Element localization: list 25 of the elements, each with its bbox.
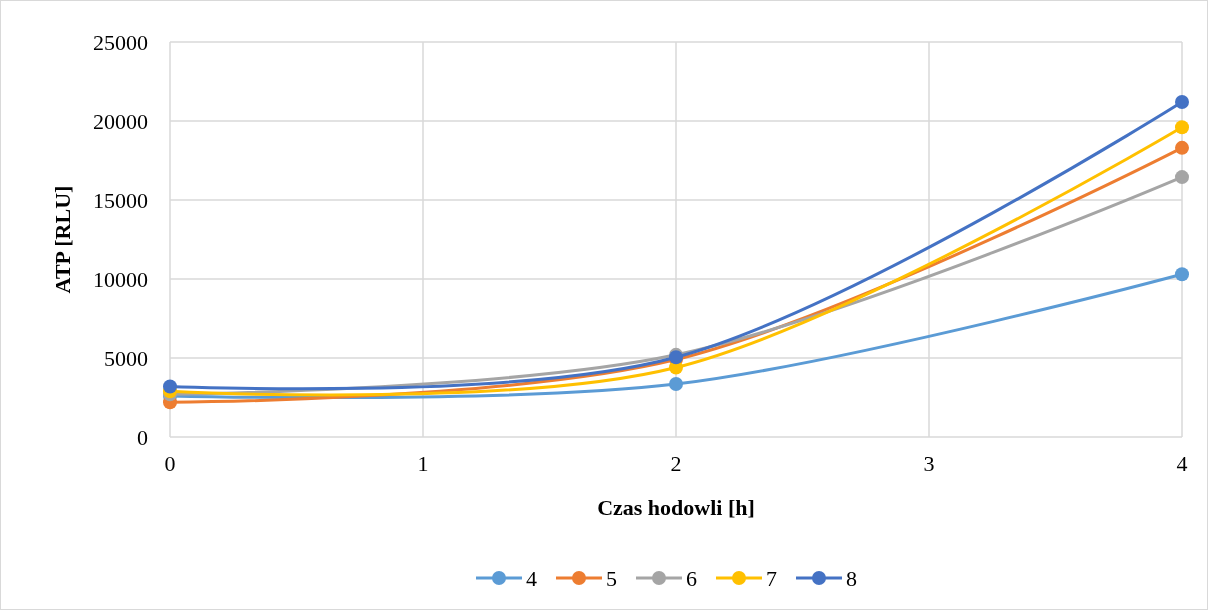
y-tick-label: 15000 — [93, 187, 148, 213]
point — [1175, 140, 1189, 155]
point — [1175, 267, 1189, 282]
y-tick-label: 20000 — [93, 108, 148, 134]
point — [163, 379, 177, 394]
x-axis-title: Czas hodowli [h] — [597, 495, 755, 520]
y-tick-label: 5000 — [104, 345, 148, 371]
point — [1175, 95, 1189, 110]
y-tick-label: 25000 — [93, 29, 148, 55]
y-axis-title: ATP [RLU] — [50, 185, 75, 294]
legend-label: 8 — [846, 565, 857, 591]
x-tick-label: 1 — [417, 451, 429, 476]
y-tick-label: 0 — [137, 424, 148, 450]
legend-label: 7 — [766, 565, 777, 591]
legend-label: 6 — [686, 565, 697, 591]
x-tick-label: 2 — [670, 451, 682, 476]
point — [1175, 170, 1189, 185]
point — [669, 377, 683, 392]
x-tick-label: 0 — [164, 451, 176, 476]
legend-label: 5 — [606, 565, 617, 591]
y-tick-label: 10000 — [93, 266, 148, 292]
x-tick-label: 3 — [923, 451, 935, 476]
point — [1175, 120, 1189, 135]
legend-label: 4 — [526, 565, 537, 591]
x-tick-label: 4 — [1176, 451, 1188, 476]
